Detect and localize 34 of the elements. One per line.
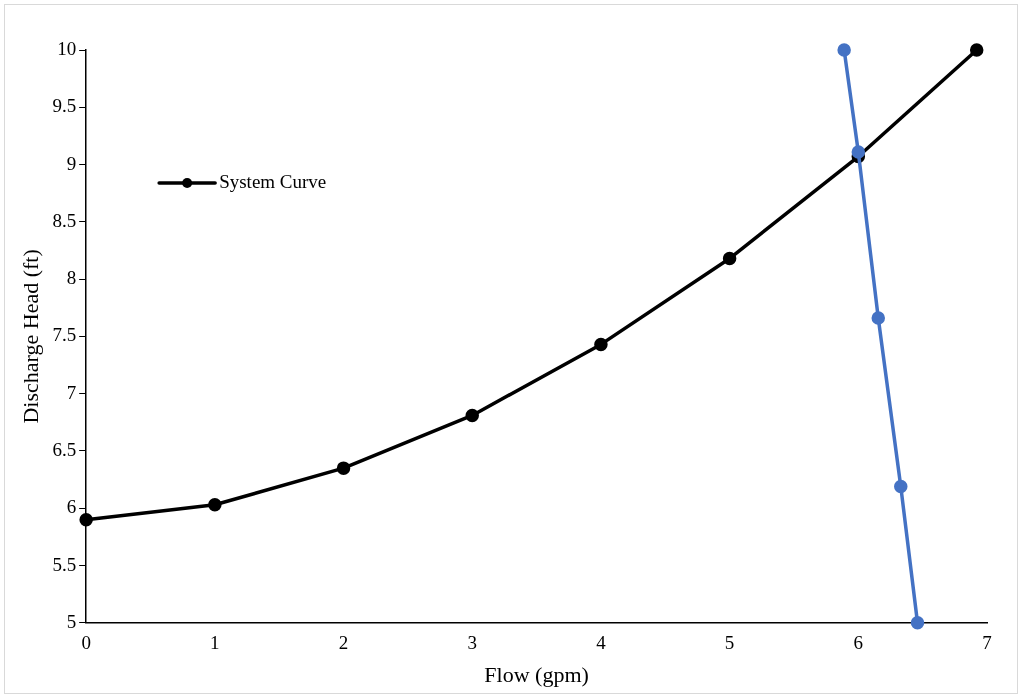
y-tick-label: 9.5: [52, 95, 77, 117]
x-tick-label: 4: [596, 632, 607, 654]
y-tick-label: 6: [66, 496, 77, 518]
y-axis-title: Discharge Head (ft): [17, 249, 43, 424]
point: [465, 408, 479, 423]
y-tick-label: 7.5: [52, 324, 77, 346]
x-tick-label: 0: [81, 632, 91, 654]
y-tick-label: 9: [66, 152, 77, 174]
y-tick-label: 5.5: [52, 553, 77, 575]
y-tick-label: 7: [66, 381, 77, 403]
x-tick-label: 7: [982, 632, 992, 654]
point: [594, 337, 608, 352]
point: [722, 251, 737, 266]
x-tick-label: 5: [724, 632, 735, 654]
y-tick-label: 5: [66, 610, 77, 632]
point: [208, 498, 222, 512]
x-tick-label: 2: [338, 632, 349, 654]
point: [910, 616, 925, 630]
y-tick-label: 6.5: [52, 438, 77, 460]
point: [851, 145, 866, 159]
point: [837, 43, 851, 57]
x-axis-title: Flow (gpm): [484, 661, 589, 687]
x-tick-label: 3: [467, 632, 477, 654]
legend-label: System Curve: [219, 170, 327, 192]
y-tick-label: 10: [57, 37, 77, 59]
point: [871, 311, 886, 325]
x-tick-label: 6: [853, 632, 864, 654]
x-tick-label: 1: [210, 632, 220, 654]
point: [969, 43, 984, 57]
point: [336, 461, 351, 475]
y-tick-label: 8.5: [52, 209, 77, 231]
point: [894, 479, 908, 494]
y-tick-label: 8: [66, 267, 77, 289]
point: [79, 512, 93, 527]
